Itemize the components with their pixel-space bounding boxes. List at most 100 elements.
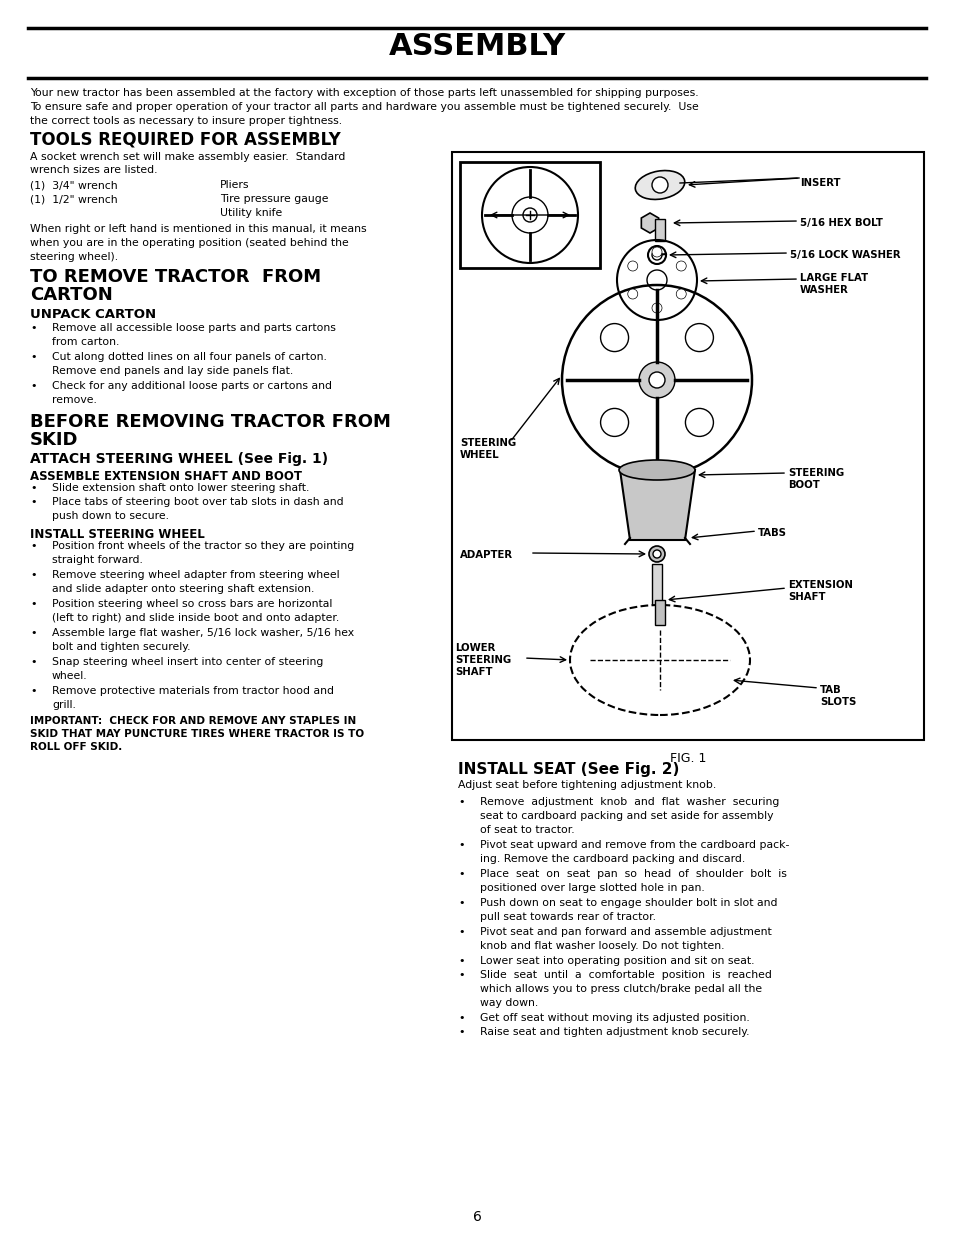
Bar bbox=[655, 600, 664, 625]
Circle shape bbox=[684, 409, 713, 436]
Text: Adjust seat before tightening adjustment knob.: Adjust seat before tightening adjustment… bbox=[457, 781, 716, 790]
Text: push down to secure.: push down to secure. bbox=[52, 511, 169, 521]
Text: Push down on seat to engage shoulder bolt in slot and: Push down on seat to engage shoulder bol… bbox=[479, 898, 777, 908]
Text: WHEEL: WHEEL bbox=[459, 450, 499, 459]
Ellipse shape bbox=[635, 170, 684, 200]
Text: and slide adapter onto steering shaft extension.: and slide adapter onto steering shaft ex… bbox=[52, 584, 314, 594]
Text: INSTALL SEAT (See Fig. 2): INSTALL SEAT (See Fig. 2) bbox=[457, 762, 679, 777]
Text: •: • bbox=[457, 927, 464, 937]
Text: •: • bbox=[30, 629, 36, 638]
Text: ATTACH STEERING WHEEL (See Fig. 1): ATTACH STEERING WHEEL (See Fig. 1) bbox=[30, 452, 328, 466]
Text: •: • bbox=[30, 541, 36, 551]
Text: grill.: grill. bbox=[52, 700, 76, 710]
Text: Position front wheels of the tractor so they are pointing: Position front wheels of the tractor so … bbox=[52, 541, 354, 551]
Circle shape bbox=[652, 550, 660, 558]
Text: straight forward.: straight forward. bbox=[52, 555, 143, 564]
Text: Cut along dotted lines on all four panels of carton.: Cut along dotted lines on all four panel… bbox=[52, 352, 327, 362]
Text: LOWER: LOWER bbox=[455, 643, 495, 653]
Text: (left to right) and slide inside boot and onto adapter.: (left to right) and slide inside boot an… bbox=[52, 613, 339, 622]
Polygon shape bbox=[640, 212, 658, 233]
Ellipse shape bbox=[618, 459, 695, 480]
Text: Place  seat  on  seat  pan  so  head  of  shoulder  bolt  is: Place seat on seat pan so head of should… bbox=[479, 869, 786, 879]
Text: CARTON: CARTON bbox=[30, 287, 112, 304]
Text: •: • bbox=[30, 657, 36, 667]
Text: Pivot seat and pan forward and assemble adjustment: Pivot seat and pan forward and assemble … bbox=[479, 927, 771, 937]
Text: Remove steering wheel adapter from steering wheel: Remove steering wheel adapter from steer… bbox=[52, 571, 339, 580]
Text: Slide extension shaft onto lower steering shaft.: Slide extension shaft onto lower steerin… bbox=[52, 483, 309, 493]
Text: (1)  3/4" wrench: (1) 3/4" wrench bbox=[30, 180, 117, 190]
Text: of seat to tractor.: of seat to tractor. bbox=[479, 825, 574, 835]
Text: TOOLS REQUIRED FOR ASSEMBLY: TOOLS REQUIRED FOR ASSEMBLY bbox=[30, 130, 340, 148]
Circle shape bbox=[684, 324, 713, 352]
Text: EXTENSION: EXTENSION bbox=[787, 580, 852, 590]
Text: •: • bbox=[30, 496, 36, 508]
Text: A socket wrench set will make assembly easier.  Standard: A socket wrench set will make assembly e… bbox=[30, 152, 345, 162]
Text: •: • bbox=[30, 571, 36, 580]
Bar bbox=[452, 152, 923, 740]
Text: positioned over large slotted hole in pan.: positioned over large slotted hole in pa… bbox=[479, 883, 704, 893]
Circle shape bbox=[627, 289, 638, 299]
Text: Raise seat and tighten adjustment knob securely.: Raise seat and tighten adjustment knob s… bbox=[479, 1028, 749, 1037]
Text: WASHER: WASHER bbox=[800, 285, 848, 295]
Text: IMPORTANT:  CHECK FOR AND REMOVE ANY STAPLES IN: IMPORTANT: CHECK FOR AND REMOVE ANY STAP… bbox=[30, 716, 355, 726]
Circle shape bbox=[627, 261, 638, 270]
Text: pull seat towards rear of tractor.: pull seat towards rear of tractor. bbox=[479, 911, 656, 923]
Text: LARGE FLAT: LARGE FLAT bbox=[800, 273, 867, 283]
Bar bbox=[459, 162, 599, 268]
Text: •: • bbox=[30, 352, 36, 362]
Text: Place tabs of steering boot over tab slots in dash and: Place tabs of steering boot over tab slo… bbox=[52, 496, 343, 508]
Text: •: • bbox=[30, 382, 36, 391]
Text: •: • bbox=[30, 685, 36, 697]
Text: SHAFT: SHAFT bbox=[787, 592, 824, 601]
Text: remove.: remove. bbox=[52, 395, 97, 405]
Text: ASSEMBLY: ASSEMBLY bbox=[388, 32, 565, 61]
Text: Remove protective materials from tractor hood and: Remove protective materials from tractor… bbox=[52, 685, 334, 697]
Text: TABS: TABS bbox=[758, 529, 786, 538]
Text: Slide  seat  until  a  comfortable  position  is  reached: Slide seat until a comfortable position … bbox=[479, 969, 771, 981]
Text: Remove  adjustment  knob  and  flat  washer  securing: Remove adjustment knob and flat washer s… bbox=[479, 797, 779, 806]
Text: SLOTS: SLOTS bbox=[820, 697, 856, 706]
Text: •: • bbox=[30, 324, 36, 333]
Text: To ensure safe and proper operation of your tractor all parts and hardware you a: To ensure safe and proper operation of y… bbox=[30, 103, 698, 112]
Text: when you are in the operating position (seated behind the: when you are in the operating position (… bbox=[30, 238, 349, 248]
Text: Your new tractor has been assembled at the factory with exception of those parts: Your new tractor has been assembled at t… bbox=[30, 88, 698, 98]
Bar bbox=[655, 219, 664, 241]
Text: •: • bbox=[457, 797, 464, 806]
Text: Position steering wheel so cross bars are horizontal: Position steering wheel so cross bars ar… bbox=[52, 599, 332, 609]
Text: Snap steering wheel insert into center of steering: Snap steering wheel insert into center o… bbox=[52, 657, 323, 667]
Text: Remove end panels and lay side panels flat.: Remove end panels and lay side panels fl… bbox=[52, 366, 293, 375]
Text: STEERING: STEERING bbox=[459, 438, 516, 448]
Circle shape bbox=[600, 409, 628, 436]
Text: •: • bbox=[457, 869, 464, 879]
Text: from carton.: from carton. bbox=[52, 337, 119, 347]
Text: •: • bbox=[457, 956, 464, 966]
Text: Remove all accessible loose parts and parts cartons: Remove all accessible loose parts and pa… bbox=[52, 324, 335, 333]
Text: STEERING: STEERING bbox=[787, 468, 843, 478]
Circle shape bbox=[651, 303, 661, 312]
Text: •: • bbox=[30, 483, 36, 493]
Text: UNPACK CARTON: UNPACK CARTON bbox=[30, 308, 156, 321]
Text: TAB: TAB bbox=[820, 685, 841, 695]
Text: •: • bbox=[30, 599, 36, 609]
Bar bbox=[651, 564, 661, 643]
Text: wheel.: wheel. bbox=[52, 671, 88, 680]
Text: steering wheel).: steering wheel). bbox=[30, 252, 118, 262]
Text: 5/16 HEX BOLT: 5/16 HEX BOLT bbox=[800, 219, 882, 228]
Circle shape bbox=[676, 261, 685, 270]
Text: Check for any additional loose parts or cartons and: Check for any additional loose parts or … bbox=[52, 382, 332, 391]
Ellipse shape bbox=[569, 605, 749, 715]
Text: the correct tools as necessary to insure proper tightness.: the correct tools as necessary to insure… bbox=[30, 116, 342, 126]
Circle shape bbox=[522, 207, 537, 222]
Circle shape bbox=[651, 177, 667, 193]
Text: INSTALL STEERING WHEEL: INSTALL STEERING WHEEL bbox=[30, 529, 205, 541]
Circle shape bbox=[639, 362, 675, 398]
Text: Pivot seat upward and remove from the cardboard pack-: Pivot seat upward and remove from the ca… bbox=[479, 840, 788, 850]
Text: STEERING: STEERING bbox=[455, 655, 511, 664]
Text: 6: 6 bbox=[472, 1210, 481, 1224]
Text: way down.: way down. bbox=[479, 998, 537, 1008]
Text: Tire pressure gauge: Tire pressure gauge bbox=[220, 194, 328, 204]
Text: wrench sizes are listed.: wrench sizes are listed. bbox=[30, 165, 157, 175]
Text: When right or left hand is mentioned in this manual, it means: When right or left hand is mentioned in … bbox=[30, 224, 366, 233]
Circle shape bbox=[648, 372, 664, 388]
Text: Get off seat without moving its adjusted position.: Get off seat without moving its adjusted… bbox=[479, 1013, 749, 1023]
